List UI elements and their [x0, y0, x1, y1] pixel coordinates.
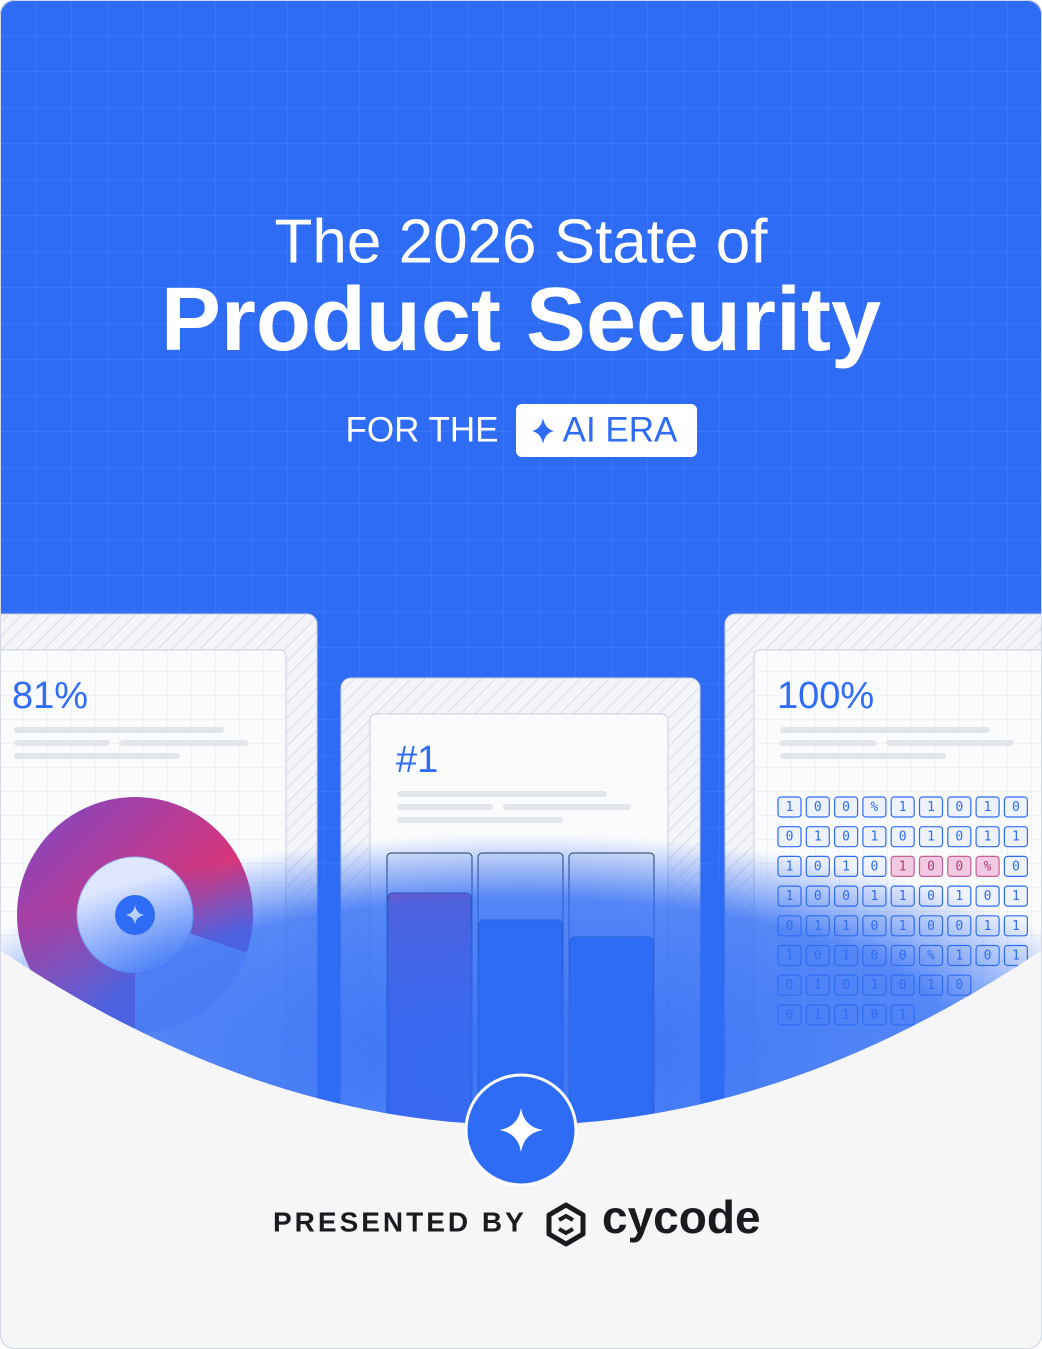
sparkle	[499, 1108, 543, 1152]
placeholder	[14, 753, 180, 759]
placeholder	[780, 753, 946, 759]
badge: AI ERA	[563, 410, 678, 449]
placeholder	[780, 740, 876, 746]
brand-logo	[546, 1202, 586, 1247]
placeholder	[780, 727, 990, 733]
presented-by: PRESENTED BY	[273, 1206, 527, 1237]
tagline: FOR THE	[346, 410, 499, 449]
stat: #1	[396, 739, 438, 781]
placeholder	[886, 740, 1014, 746]
placeholder	[14, 740, 110, 746]
badge-box	[516, 404, 697, 457]
stat: 81%	[12, 675, 88, 717]
title-line2: Product Security	[161, 270, 881, 370]
brand: cycode	[602, 1191, 761, 1243]
placeholder	[14, 727, 224, 733]
title-line1: The 2026 State of	[275, 207, 769, 276]
placeholder	[120, 740, 248, 746]
sparkle	[532, 418, 554, 444]
stat: 100%	[777, 675, 874, 717]
